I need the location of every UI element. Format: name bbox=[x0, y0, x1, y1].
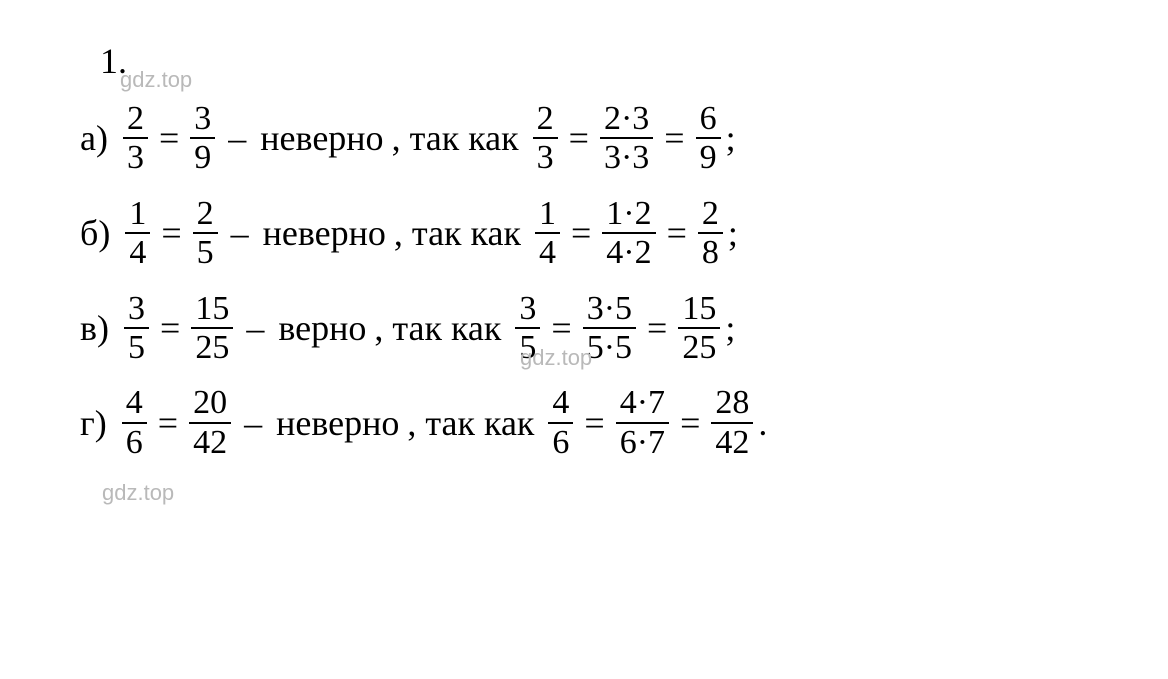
fraction: 28 42 bbox=[711, 384, 753, 461]
denominator: 3 bbox=[123, 139, 148, 176]
line-b: б) 1 4 = 2 5 – неверно , так как 1 4 = 1… bbox=[80, 195, 1088, 272]
numerator: 3 bbox=[190, 100, 215, 139]
denominator: 42 bbox=[189, 424, 231, 461]
denominator: 25 bbox=[191, 329, 233, 366]
dash: – bbox=[244, 402, 262, 444]
denominator: 5·5 bbox=[583, 329, 636, 366]
fraction: 2 5 bbox=[193, 195, 218, 272]
equals-sign: = bbox=[584, 402, 604, 444]
verdict-text: неверно bbox=[260, 117, 383, 159]
line-g: г) 4 6 = 20 42 – неверно , так как 4 6 =… bbox=[80, 384, 1088, 461]
fraction: 15 25 bbox=[678, 290, 720, 367]
fraction: 2 3 bbox=[123, 100, 148, 177]
numerator: 4·7 bbox=[616, 384, 669, 423]
numerator: 1 bbox=[535, 195, 560, 234]
numerator: 2 bbox=[123, 100, 148, 139]
denominator: 9 bbox=[190, 139, 215, 176]
numerator: 4 bbox=[548, 384, 573, 423]
label-g: г) bbox=[80, 402, 107, 444]
denominator: 4 bbox=[535, 234, 560, 271]
verdict-text: верно bbox=[278, 307, 366, 349]
equals-sign: = bbox=[158, 402, 178, 444]
fraction: 6 9 bbox=[696, 100, 721, 177]
numerator: 4 bbox=[122, 384, 147, 423]
line-a: а) 2 3 = 3 9 – неверно , так как 2 3 = 2… bbox=[80, 100, 1088, 177]
denominator: 6 bbox=[122, 424, 147, 461]
equals-sign: = bbox=[647, 307, 667, 349]
fraction: 4 6 bbox=[548, 384, 573, 461]
denominator: 8 bbox=[698, 234, 723, 271]
fraction: 1 4 bbox=[125, 195, 150, 272]
denominator: 42 bbox=[711, 424, 753, 461]
label-v: в) bbox=[80, 307, 109, 349]
terminator: ; bbox=[726, 117, 736, 159]
denominator: 5 bbox=[193, 234, 218, 271]
fraction: 2 3 bbox=[533, 100, 558, 177]
equals-sign: = bbox=[161, 212, 181, 254]
numerator: 3 bbox=[124, 290, 149, 329]
fraction: 15 25 bbox=[191, 290, 233, 367]
fraction: 20 42 bbox=[189, 384, 231, 461]
numerator: 15 bbox=[191, 290, 233, 329]
denominator: 4 bbox=[125, 234, 150, 271]
fraction: 2 8 bbox=[698, 195, 723, 272]
numerator: 2 bbox=[698, 195, 723, 234]
bridge-text: , так как bbox=[374, 307, 501, 349]
denominator: 6 bbox=[548, 424, 573, 461]
content: 1. а) 2 3 = 3 9 – неверно , так как 2 3 … bbox=[0, 0, 1168, 519]
fraction: 1·2 4·2 bbox=[602, 195, 655, 272]
numerator: 2·3 bbox=[600, 100, 653, 139]
label-b: б) bbox=[80, 212, 110, 254]
fraction: 2·3 3·3 bbox=[600, 100, 653, 177]
bridge-text: , так как bbox=[407, 402, 534, 444]
equals-sign: = bbox=[664, 117, 684, 159]
numerator: 20 bbox=[189, 384, 231, 423]
fraction: 4 6 bbox=[122, 384, 147, 461]
fraction: 4·7 6·7 bbox=[616, 384, 669, 461]
numerator: 3·5 bbox=[583, 290, 636, 329]
line-v: в) 3 5 = 15 25 – верно , так как 3 5 = 3… bbox=[80, 290, 1088, 367]
terminator: ; bbox=[728, 212, 738, 254]
equals-sign: = bbox=[569, 117, 589, 159]
denominator: 5 bbox=[124, 329, 149, 366]
numerator: 1 bbox=[125, 195, 150, 234]
numerator: 28 bbox=[711, 384, 753, 423]
numerator: 15 bbox=[678, 290, 720, 329]
verdict-text: неверно bbox=[276, 402, 399, 444]
verdict-text: неверно bbox=[263, 212, 386, 254]
bridge-text: , так как bbox=[394, 212, 521, 254]
bridge-text: , так как bbox=[392, 117, 519, 159]
fraction: 3 9 bbox=[190, 100, 215, 177]
terminator: . bbox=[758, 402, 767, 444]
equals-sign: = bbox=[680, 402, 700, 444]
denominator: 3 bbox=[533, 139, 558, 176]
numerator: 2 bbox=[193, 195, 218, 234]
denominator: 5 bbox=[515, 329, 540, 366]
numerator: 6 bbox=[696, 100, 721, 139]
problem-number: 1. bbox=[100, 40, 1088, 82]
equals-sign: = bbox=[159, 117, 179, 159]
dash: – bbox=[231, 212, 249, 254]
numerator: 2 bbox=[533, 100, 558, 139]
label-a: а) bbox=[80, 117, 108, 159]
equals-sign: = bbox=[571, 212, 591, 254]
dash: – bbox=[246, 307, 264, 349]
equals-sign: = bbox=[667, 212, 687, 254]
equals-sign: = bbox=[551, 307, 571, 349]
denominator: 6·7 bbox=[616, 424, 669, 461]
numerator: 3 bbox=[515, 290, 540, 329]
denominator: 3·3 bbox=[600, 139, 653, 176]
denominator: 4·2 bbox=[602, 234, 655, 271]
equals-sign: = bbox=[160, 307, 180, 349]
fraction: 1 4 bbox=[535, 195, 560, 272]
fraction: 3·5 5·5 bbox=[583, 290, 636, 367]
numerator: 1·2 bbox=[602, 195, 655, 234]
denominator: 25 bbox=[678, 329, 720, 366]
fraction: 3 5 bbox=[515, 290, 540, 367]
denominator: 9 bbox=[696, 139, 721, 176]
dash: – bbox=[228, 117, 246, 159]
fraction: 3 5 bbox=[124, 290, 149, 367]
terminator: ; bbox=[725, 307, 735, 349]
